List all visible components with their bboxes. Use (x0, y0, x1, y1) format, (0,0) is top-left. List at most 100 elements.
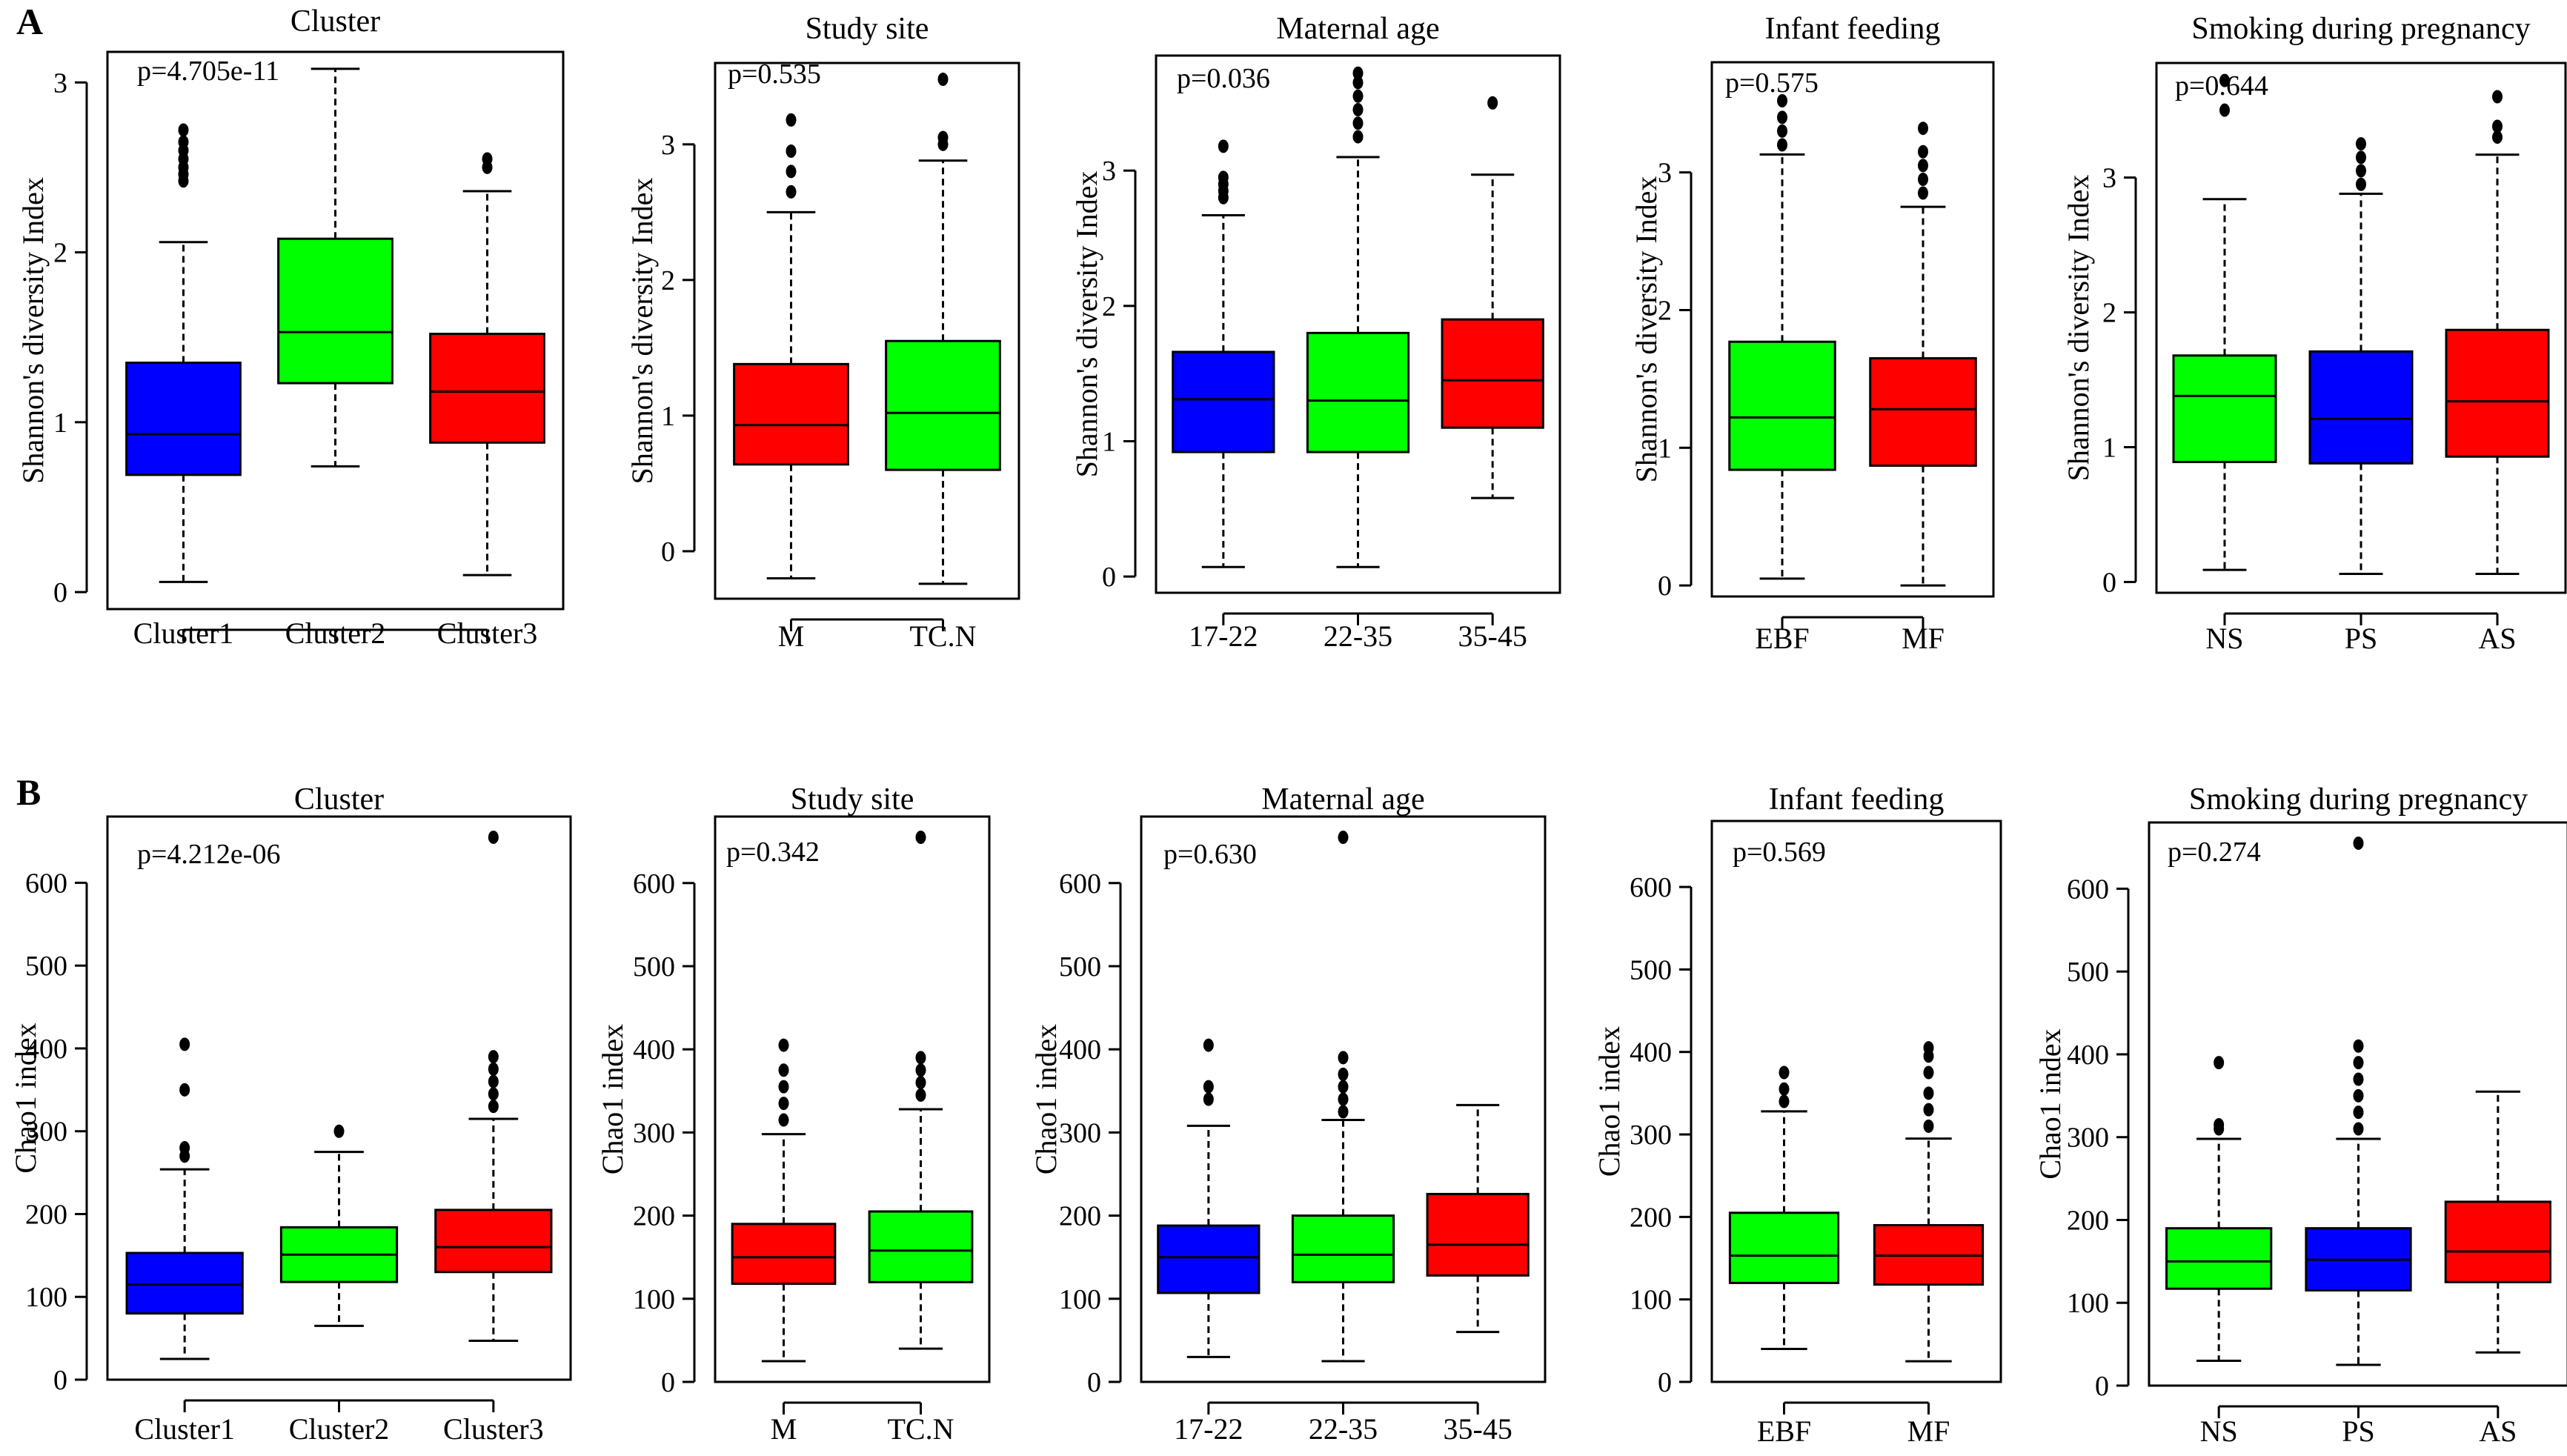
outlier-point (488, 830, 499, 844)
outlier-point (915, 1051, 926, 1065)
outlier-point (2353, 1072, 2364, 1086)
box-Cluster2 (277, 67, 393, 468)
box-PS (2308, 137, 2414, 576)
chart-title: Cluster (294, 782, 384, 817)
box-Cluster3 (434, 830, 553, 1342)
p-value: p=0.274 (2168, 837, 2261, 868)
outlier-point (1918, 186, 1928, 200)
box-TC.N (868, 831, 974, 1350)
outlier-point (1779, 1082, 1790, 1096)
box-body (1869, 357, 1977, 467)
outlier-point (2219, 103, 2230, 117)
outlier-point (1338, 1051, 1349, 1065)
chart-5: Cluster Chao1 index 0 100 200 300 400 500 600 Clu… (9, 782, 572, 1446)
box-body (1157, 1224, 1261, 1294)
x-tick-label: Cluster2 (285, 616, 386, 650)
plot-frame (2148, 821, 2567, 1387)
p-value: p=4.705e-11 (137, 56, 279, 87)
box-body (429, 333, 545, 444)
chart-title: Infant feeding (1769, 782, 1945, 817)
y-tick-label: 400 (25, 1034, 67, 1065)
outlier-point (488, 1074, 499, 1088)
p-value: p=0.342 (726, 837, 820, 868)
box-EBF (1728, 1066, 1840, 1350)
box-body (885, 339, 1001, 471)
plot-frame (1710, 820, 2002, 1383)
box-body (434, 1209, 553, 1274)
box-NS (2172, 73, 2277, 571)
chart-4: Smoking during pregnancy Shannon's divers… (2062, 12, 2567, 655)
outlier-point (937, 130, 949, 144)
x-tick-label: MF (1907, 1415, 1950, 1448)
outlier-point (1203, 1080, 1214, 1094)
chart-title: Smoking during pregnancy (2189, 782, 2528, 817)
outlier-point (1218, 139, 1229, 153)
x-tick-label: Cluster1 (133, 616, 234, 650)
outlier-point (1918, 172, 1928, 186)
outlier-point (786, 185, 797, 199)
x-tick-label: Cluster3 (443, 1412, 544, 1446)
y-tick-label: 0 (1658, 571, 1672, 602)
outlier-point (2353, 1122, 2364, 1136)
outlier-point (2214, 1056, 2225, 1070)
y-tick-label: 400 (2067, 1040, 2109, 1071)
outlier-point (1779, 1066, 1790, 1080)
outlier-point (178, 123, 189, 137)
box-body (868, 1210, 974, 1283)
x-tick-label: AS (2479, 1415, 2517, 1448)
plot-frame (106, 50, 565, 611)
box-TC.N (885, 72, 1001, 585)
outlier-point (786, 164, 797, 179)
y-tick-label: 200 (1630, 1202, 1672, 1233)
plot-frame (714, 62, 1020, 600)
outlier-point (1923, 1066, 1934, 1080)
y-tick-label: 400 (1059, 1034, 1101, 1066)
x-tick-label: TC.N (888, 1412, 954, 1446)
box-Cluster1 (125, 123, 242, 583)
plot-frame (1155, 54, 1561, 594)
box-body (733, 362, 849, 466)
outlier-point (1352, 89, 1364, 103)
x-tick-label: 17-22 (1189, 619, 1258, 653)
y-tick-label: 500 (25, 951, 67, 982)
p-value: p=0.036 (1177, 63, 1270, 94)
box-body (1728, 1211, 1840, 1284)
y-axis-label: Chao1 index (596, 1024, 629, 1174)
y-tick-label: 1 (661, 401, 675, 432)
y-tick-label: 100 (2067, 1288, 2109, 1319)
y-tick-label: 0 (1087, 1367, 1101, 1398)
panel-letter-a: A (16, 1, 44, 42)
box-Cluster1 (125, 1037, 244, 1360)
chart-6: Study site Chao1 index 0 100 200 300 400 500 600… (596, 782, 991, 1446)
y-tick-label: 600 (1059, 868, 1101, 900)
outlier-point (2353, 1088, 2364, 1103)
outlier-point (1218, 170, 1229, 185)
outlier-point (778, 1038, 789, 1052)
chart-3: Infant feeding Shannon's diversity Index 0… (1630, 12, 1995, 655)
outlier-point (2353, 1056, 2364, 1070)
p-value: p=0.575 (1725, 67, 1819, 99)
outlier-point (488, 1100, 499, 1114)
outlier-point (2353, 836, 2364, 850)
box-17-22 (1157, 1038, 1261, 1358)
x-tick-label: NS (2205, 622, 2243, 655)
y-tick-label: 100 (25, 1282, 67, 1313)
box-body (125, 362, 242, 476)
chart-title: Study site (791, 782, 914, 817)
y-tick-label: 500 (2067, 957, 2109, 988)
y-tick-label: 100 (1059, 1284, 1101, 1315)
box-Cluster3 (429, 152, 545, 576)
outlier-point (1352, 103, 1364, 117)
y-axis-label: Shannon's diversity Index (16, 177, 50, 484)
outlier-point (2353, 1039, 2364, 1053)
y-tick-label: 300 (25, 1117, 67, 1148)
box-AS (2444, 1090, 2551, 1354)
outlier-point (2356, 177, 2366, 191)
x-tick-label: EBF (1755, 622, 1809, 655)
outlier-point (1487, 96, 1498, 110)
outlier-point (482, 152, 493, 166)
y-axis-label: Chao1 index (9, 1023, 42, 1173)
y-tick-label: 2 (1658, 295, 1672, 326)
box-M (731, 1038, 837, 1363)
